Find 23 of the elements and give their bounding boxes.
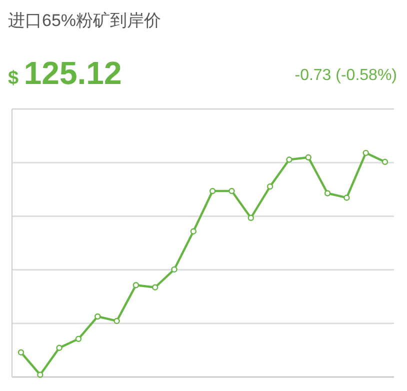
text: $ 125.12	[8, 55, 122, 91]
point	[228, 188, 235, 194]
point	[305, 154, 312, 160]
point	[382, 158, 388, 165]
point	[248, 214, 254, 222]
point	[171, 266, 178, 273]
point	[37, 372, 44, 378]
point	[209, 188, 216, 194]
point	[344, 194, 350, 201]
point	[132, 282, 140, 288]
point	[286, 156, 292, 163]
point	[18, 349, 24, 356]
point	[266, 183, 274, 190]
point	[94, 313, 101, 320]
text: -0.73 (-0.58%)	[294, 67, 397, 84]
point	[114, 318, 120, 324]
point	[362, 150, 369, 156]
point	[56, 344, 62, 351]
point	[152, 284, 158, 290]
point	[190, 228, 197, 234]
point	[324, 190, 331, 196]
point	[75, 336, 82, 342]
chart-title: 进口65%粉矿到岸价	[8, 11, 162, 30]
